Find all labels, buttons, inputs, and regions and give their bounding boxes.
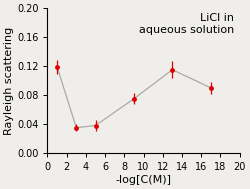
Y-axis label: Rayleigh scattering: Rayleigh scattering [4, 26, 14, 135]
X-axis label: -log[C(M)]: -log[C(M)] [116, 175, 172, 185]
Text: LiCl in
aqueous solution: LiCl in aqueous solution [139, 12, 234, 35]
